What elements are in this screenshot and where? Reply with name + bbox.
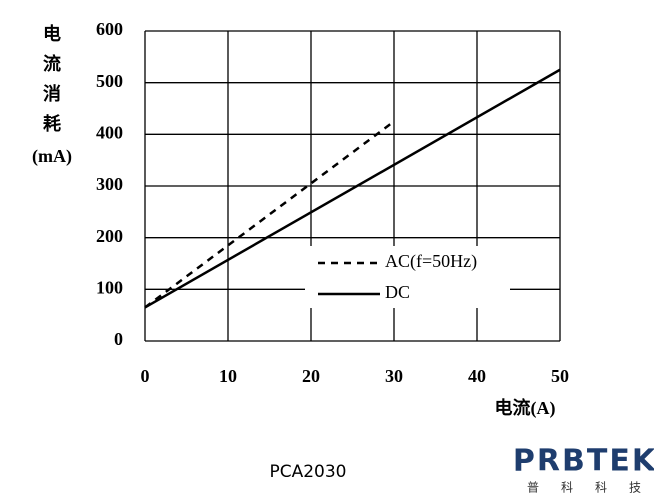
y-tick-label: 300 [96,174,123,194]
y-axis-label: 流 [43,53,61,74]
logo: PRBTEK [513,444,654,479]
x-tick-label: 40 [468,366,486,386]
model-name: PCA2030 [269,462,346,482]
y-axis-label: 耗 [43,113,61,134]
logo-sub: 技 [629,481,641,495]
x-tick-label: 20 [302,366,320,386]
y-tick-label: 0 [114,329,123,349]
x-axis-label: 电流(A) [495,397,556,419]
y-tick-label: 100 [96,277,123,297]
x-tick-label: 10 [219,366,237,386]
y-unit: (mA) [32,146,72,167]
data-line [144,68,561,309]
logo-sub: 普 [527,481,539,495]
y-tick-label: 400 [96,122,123,142]
x-tick-label: 50 [551,366,569,386]
y-tick-label: 500 [96,71,123,91]
y-tick-label: 600 [96,19,123,39]
legend-label: AC(f=50Hz) [385,251,477,272]
y-axis-label: 消 [43,83,61,104]
legend-box [305,246,510,308]
legend-label: DC [385,282,410,302]
y-tick-label: 200 [96,226,123,246]
x-tick-label: 0 [141,366,150,386]
logo-sub: 科 [561,481,573,495]
x-tick-label: 30 [385,366,403,386]
logo-sub: 科 [595,481,607,495]
y-axis-label: 电 [43,23,61,44]
